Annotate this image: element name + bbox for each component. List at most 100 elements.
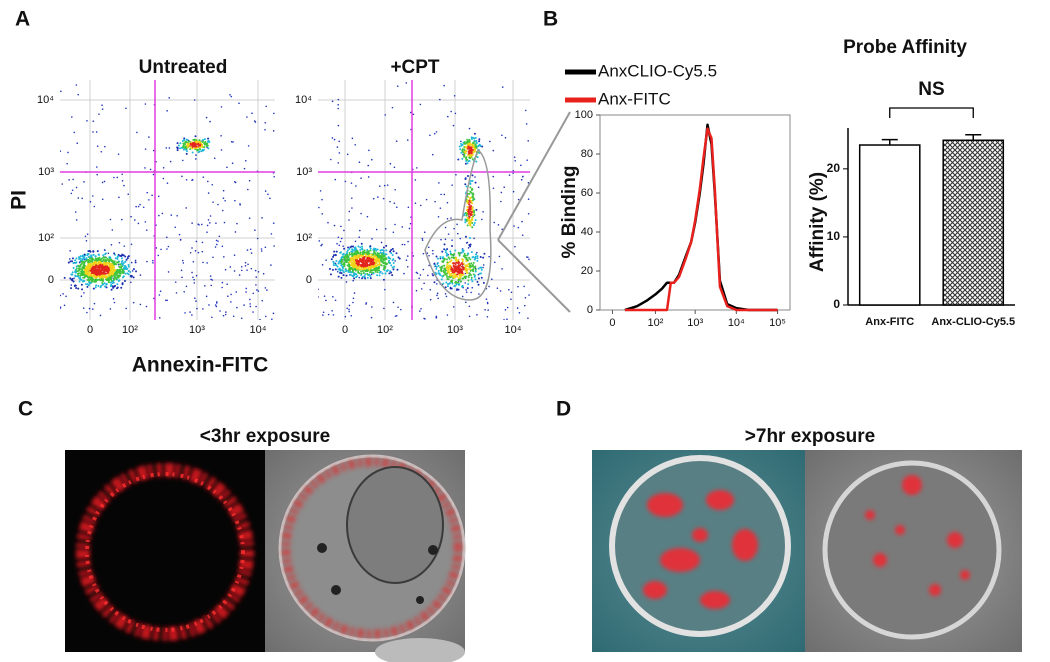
event-dot — [217, 240, 219, 242]
event-dot — [473, 139, 476, 142]
event-dot — [457, 265, 460, 268]
event-dot — [201, 250, 204, 253]
event-dot — [320, 244, 322, 247]
event-dot — [95, 284, 98, 287]
event-dot — [463, 150, 466, 153]
event-dot — [475, 160, 478, 163]
event-dot — [119, 266, 122, 269]
event-dot — [446, 254, 449, 257]
event-dot — [119, 254, 122, 257]
event-dot — [113, 252, 116, 255]
event-dot — [109, 308, 112, 310]
event-dot — [351, 255, 354, 258]
event-dot — [368, 252, 371, 255]
event-dot — [80, 262, 83, 265]
event-dot — [180, 146, 183, 149]
event-dot — [470, 265, 473, 268]
event-dot — [445, 281, 448, 284]
event-dot — [466, 254, 469, 257]
event-dot — [475, 142, 478, 145]
event-dot — [338, 261, 341, 264]
event-dot — [414, 179, 417, 181]
event-dot — [106, 271, 109, 274]
event-dot — [476, 156, 479, 159]
event-dot — [82, 263, 85, 266]
event-dot — [466, 162, 469, 165]
event-dot — [101, 274, 104, 277]
event-dot — [71, 189, 74, 192]
event-dot — [338, 267, 341, 270]
event-dot — [130, 274, 133, 277]
event-dot — [90, 258, 93, 261]
event-dot — [461, 263, 464, 266]
event-dot — [101, 108, 104, 110]
event-dot — [415, 289, 418, 292]
event-dot — [461, 260, 464, 263]
event-dot — [144, 103, 147, 105]
event-dot — [365, 267, 368, 270]
event-dot — [391, 254, 394, 257]
event-dot — [62, 293, 64, 295]
event-dot — [195, 274, 198, 277]
event-dot — [350, 182, 353, 184]
event-dot — [85, 257, 88, 260]
event-dot — [345, 260, 348, 263]
event-dot — [236, 306, 238, 309]
event-dot — [202, 261, 204, 264]
event-dot — [96, 263, 99, 266]
event-dot — [113, 301, 116, 304]
event-dot — [473, 266, 476, 269]
event-dot — [110, 263, 113, 266]
event-dot — [451, 239, 453, 241]
event-dot — [457, 288, 460, 291]
event-dot — [254, 269, 257, 272]
event-dot — [130, 261, 133, 264]
event-dot — [386, 184, 389, 186]
event-dot — [160, 248, 162, 251]
event-dot — [449, 274, 452, 277]
event-dot — [354, 263, 357, 266]
event-dot — [443, 271, 446, 274]
event-dot — [468, 267, 471, 270]
event-dot — [345, 274, 348, 277]
event-dot — [340, 269, 343, 272]
event-dot — [191, 247, 193, 249]
event-dot — [392, 301, 395, 304]
event-dot — [441, 275, 444, 278]
event-dot — [379, 251, 382, 254]
event-dot — [185, 152, 188, 155]
event-dot — [319, 190, 322, 192]
event-dot — [452, 256, 455, 259]
event-dot — [191, 151, 194, 154]
event-dot — [122, 262, 125, 265]
event-dot — [465, 185, 468, 188]
event-dot — [107, 259, 110, 262]
event-dot — [480, 268, 483, 271]
event-dot — [202, 176, 205, 178]
event-dot — [353, 267, 356, 270]
event-dot — [250, 252, 253, 254]
event-dot — [353, 260, 356, 263]
event-dot — [383, 258, 386, 261]
event-dot — [224, 268, 227, 271]
event-dot — [348, 210, 351, 213]
event-dot — [230, 140, 233, 143]
event-dot — [354, 240, 357, 243]
event-dot — [493, 261, 496, 264]
event-dot — [355, 266, 358, 269]
event-dot — [69, 260, 72, 263]
event-dot — [385, 270, 388, 273]
event-dot — [121, 180, 124, 182]
event-dot — [438, 272, 441, 275]
event-dot — [337, 107, 340, 110]
event-dot — [361, 270, 364, 273]
event-dot — [361, 253, 364, 256]
event-dot — [420, 288, 423, 290]
event-dot — [374, 269, 377, 272]
event-dot — [256, 237, 259, 240]
event-dot — [333, 250, 336, 253]
event-dot — [492, 149, 495, 152]
event-dot — [81, 266, 84, 269]
event-dot — [377, 196, 379, 198]
event-dot — [183, 138, 186, 141]
